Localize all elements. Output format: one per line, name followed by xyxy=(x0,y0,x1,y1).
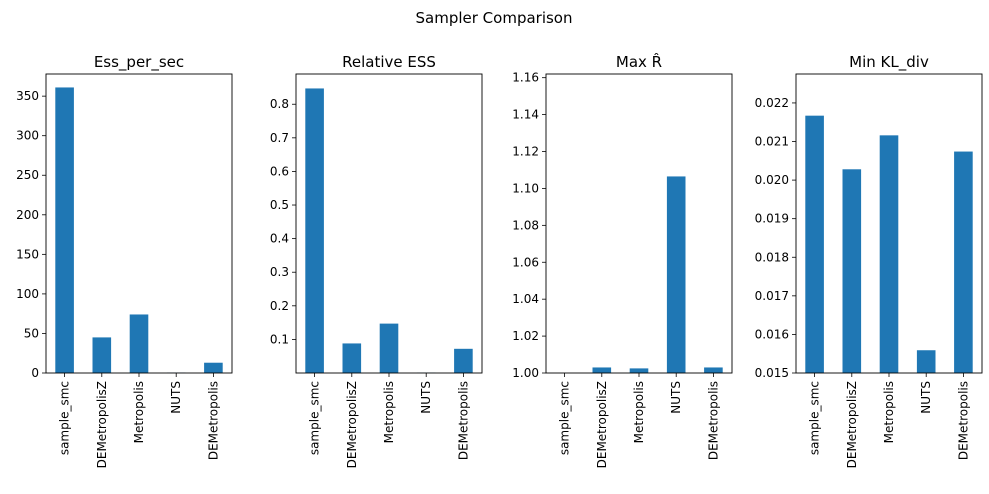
y-tick-label: 0.019 xyxy=(755,212,789,226)
bar-demetropolisz xyxy=(842,169,862,373)
figure-suptitle: Sampler Comparison xyxy=(416,9,573,27)
x-tick-label: Metropolis xyxy=(632,381,646,443)
bar-nuts xyxy=(666,176,686,373)
x-tick-label: NUTS xyxy=(169,381,183,414)
y-tick-label: 1.12 xyxy=(512,145,539,159)
y-tick-label: 50 xyxy=(24,326,39,340)
y-tick-label: 1.06 xyxy=(512,255,539,269)
y-tick-label: 350 xyxy=(16,89,39,103)
y-tick-label: 0.015 xyxy=(755,366,789,380)
subplot-1: 0 50 100 150 200 250 300 350 sample_smc DEMetropo… xyxy=(16,53,233,468)
bar-sample_smc xyxy=(305,88,324,373)
y-tick-label: 0.6 xyxy=(270,164,289,178)
y-tick-label: 200 xyxy=(16,208,39,222)
x-tick-label: Metropolis xyxy=(132,381,146,443)
x-tick-label: DEMetropolisZ xyxy=(95,381,109,468)
x-tick-label: DEMetropolis xyxy=(206,381,220,460)
x-tick-label: DEMetropolis xyxy=(456,381,470,460)
y-tick-label: 0.7 xyxy=(270,131,289,145)
y-tick-label: 250 xyxy=(16,168,39,182)
bar-demetropolisz xyxy=(592,367,612,373)
bar-demetropolis xyxy=(204,362,223,373)
subplot-3: 1.00 1.02 1.04 1.06 1.08 1.10 1.12 1.14 1.16 samp… xyxy=(512,52,733,468)
bar-demetropolisz xyxy=(342,343,362,373)
y-tick-label: 0.016 xyxy=(755,327,789,341)
subplot-title: Max R̂ xyxy=(616,52,662,71)
x-tick-label: sample_smc xyxy=(558,381,572,455)
x-tick-label: Metropolis xyxy=(882,381,896,443)
bar-sample_smc xyxy=(805,115,824,374)
x-tick-label: NUTS xyxy=(419,381,433,414)
bar-metropolis xyxy=(129,314,149,373)
subplot-title: Relative ESS xyxy=(342,53,436,71)
y-tick-label: 0.018 xyxy=(755,250,789,264)
y-tick-label: 0.8 xyxy=(270,97,289,111)
y-tick-label: 1.16 xyxy=(512,71,539,85)
y-tick-label: 1.08 xyxy=(512,218,539,232)
x-tick-label: sample_smc xyxy=(58,381,72,455)
bar-nuts xyxy=(916,350,936,373)
bar-metropolis xyxy=(379,323,399,373)
x-tick-label: DEMetropolisZ xyxy=(595,381,609,468)
x-tick-label: NUTS xyxy=(669,381,683,414)
y-tick-label: 1.00 xyxy=(512,366,539,380)
y-tick-label: 0.021 xyxy=(755,135,789,149)
y-tick-label: 100 xyxy=(16,287,39,301)
bar-metropolis xyxy=(879,135,899,373)
x-tick-label: Metropolis xyxy=(382,381,396,443)
y-tick-label: 0.5 xyxy=(270,198,289,212)
y-tick-label: 0.2 xyxy=(270,299,289,313)
y-tick-label: 1.14 xyxy=(512,108,539,122)
y-tick-label: 1.10 xyxy=(512,181,539,195)
bar-sample_smc xyxy=(55,87,74,373)
x-tick-label: DEMetropolisZ xyxy=(845,381,859,468)
x-tick-label: DEMetropolis xyxy=(706,381,720,460)
x-tick-label: DEMetropolisZ xyxy=(345,381,359,468)
subplot-panels: 0 50 100 150 200 250 300 350 sample_smc DEMetropo… xyxy=(16,52,983,468)
subplot-4: 0.015 0.016 0.017 0.018 0.019 0.020 0.021 0.022… xyxy=(755,53,983,468)
y-tick-label: 0.017 xyxy=(755,289,789,303)
bar-demetropolis xyxy=(454,348,473,373)
subplot-title: Ess_per_sec xyxy=(94,53,184,72)
bar-metropolis xyxy=(629,368,649,373)
x-tick-label: DEMetropolis xyxy=(956,381,970,460)
y-tick-label: 1.02 xyxy=(512,329,539,343)
y-tick-label: 0.3 xyxy=(270,265,289,279)
y-tick-label: 1.04 xyxy=(512,292,539,306)
y-tick-label: 0.022 xyxy=(755,96,789,110)
y-tick-label: 300 xyxy=(16,129,39,143)
bar-demetropolisz xyxy=(92,337,112,373)
x-tick-label: sample_smc xyxy=(808,381,822,455)
y-tick-label: 0 xyxy=(31,366,39,380)
bar-demetropolis xyxy=(954,151,973,373)
x-tick-label: NUTS xyxy=(919,381,933,414)
axes-frame xyxy=(545,73,733,374)
y-tick-label: 0.020 xyxy=(755,173,789,187)
subplot-title: Min KL_div xyxy=(849,53,929,72)
y-tick-label: 0.1 xyxy=(270,332,289,346)
subplot-2: 0.1 0.2 0.3 0.4 0.5 0.6 0.7 0.8 sample_smc DEMetr… xyxy=(270,53,483,468)
x-tick-label: sample_smc xyxy=(308,381,322,455)
y-tick-label: 0.4 xyxy=(270,232,289,246)
bar-demetropolis xyxy=(704,367,723,373)
y-tick-label: 150 xyxy=(16,247,39,261)
